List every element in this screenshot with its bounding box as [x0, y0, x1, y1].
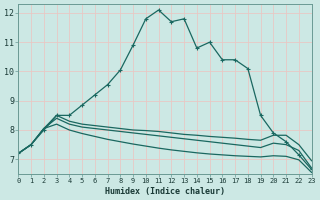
- X-axis label: Humidex (Indice chaleur): Humidex (Indice chaleur): [105, 187, 225, 196]
